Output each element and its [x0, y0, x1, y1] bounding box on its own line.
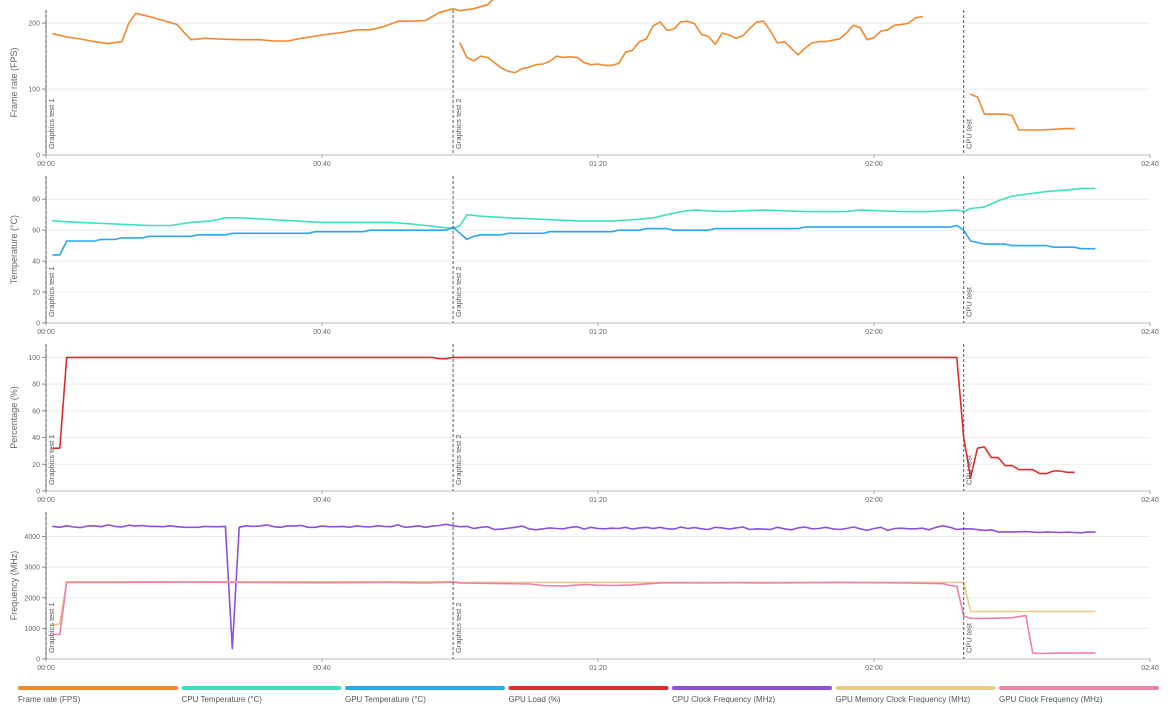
marker-label-cpu-test: CPU test — [965, 622, 974, 653]
x-tick-label: 00:00 — [37, 161, 55, 168]
marker-label-graphics-test-2: Graphics test 2 — [454, 603, 463, 653]
marker-label-graphics-test-2: Graphics test 2 — [454, 435, 463, 485]
y-tick-label: 80 — [32, 197, 40, 204]
y-tick-label: 2000 — [24, 595, 40, 602]
legend-label-gpu-temperature-c: GPU Temperature (°C) — [345, 695, 426, 704]
panel-temperature-c: 0 20 40 60 80 00:00 00:40 01:20 02:00 02:40 Temper… — [9, 176, 1159, 336]
marker-label-graphics-test-1: Graphics test 1 — [47, 603, 56, 653]
x-tick-label: 02:00 — [865, 665, 883, 672]
x-tick-label: 01:20 — [589, 329, 607, 336]
x-tick-label: 00:40 — [313, 497, 331, 504]
y-tick-label: 0 — [36, 657, 40, 664]
marker-label-cpu-test: CPU test — [965, 118, 974, 149]
y-tick-label: 60 — [32, 408, 40, 415]
marker-label-graphics-test-1: Graphics test 1 — [47, 99, 56, 149]
y-tick-label: 100 — [28, 87, 40, 94]
series-line-gpu-memory-clock-frequency-mhz — [52, 580, 1096, 627]
y-tick-label: 40 — [32, 435, 40, 442]
x-tick-label: 02:00 — [865, 161, 883, 168]
x-tick-label: 00:40 — [313, 665, 331, 672]
marker-label-graphics-test-2: Graphics test 2 — [454, 99, 463, 149]
y-tick-label: 40 — [32, 259, 40, 266]
legend-label-gpu-load: GPU Load (%) — [509, 695, 561, 704]
y-tick-label: 3000 — [24, 565, 40, 572]
y-axis-title: Temperature (°C) — [9, 215, 19, 284]
legend-swatch-gpu-temperature-c — [345, 686, 505, 690]
marker-label-cpu-test: CPU test — [965, 454, 974, 485]
y-tick-label: 0 — [36, 489, 40, 496]
marker-label-cpu-test: CPU test — [965, 286, 974, 317]
series-line-cpu-clock-frequency-mhz — [52, 523, 1096, 650]
x-tick-label: 00:00 — [37, 329, 55, 336]
y-tick-label: 0 — [36, 321, 40, 328]
x-tick-label: 02:40 — [1141, 161, 1159, 168]
y-tick-label: 60 — [32, 228, 40, 235]
y-axis-title: Percentage (%) — [9, 386, 19, 449]
marker-label-graphics-test-2: Graphics test 2 — [454, 267, 463, 317]
y-tick-label: 200 — [28, 21, 40, 28]
legend-label-gpu-clock-frequency-mhz: GPU Clock Frequency (MHz) — [999, 695, 1103, 704]
legend: Frame rate (FPS) CPU Temperature (°C) GPU … — [18, 686, 1159, 704]
legend-swatch-cpu-temperature-c — [181, 686, 342, 690]
y-tick-label: 0 — [36, 153, 40, 160]
x-tick-label: 01:20 — [589, 497, 607, 504]
marker-label-graphics-test-1: Graphics test 1 — [47, 267, 56, 317]
panel-frame-rate-fps: 0 100 200 00:00 00:40 01:20 02:00 02:40 Frame ra… — [9, 0, 1159, 168]
x-tick-label: 02:40 — [1141, 497, 1159, 504]
legend-swatch-frame-rate-fps — [18, 686, 178, 690]
y-tick-label: 80 — [32, 382, 40, 389]
x-tick-label: 02:40 — [1141, 329, 1159, 336]
series-line-frame-rate-fps — [52, 0, 494, 45]
y-tick-label: 20 — [32, 462, 40, 469]
series-line-frame-rate-fps — [459, 15, 924, 74]
legend-label-frame-rate-fps: Frame rate (FPS) — [18, 695, 81, 704]
legend-swatch-gpu-memory-clock-frequency-mhz — [835, 686, 996, 690]
y-axis-title: Frame rate (FPS) — [9, 47, 19, 117]
legend-label-cpu-clock-frequency-mhz: CPU Clock Frequency (MHz) — [672, 695, 775, 704]
y-tick-label: 100 — [28, 355, 40, 362]
panel-percentage: 0 20 40 60 80 100 00:00 00:40 01:20 02:00 02:40 Per… — [9, 344, 1159, 504]
x-tick-label: 02:00 — [865, 497, 883, 504]
x-tick-label: 02:40 — [1141, 665, 1159, 672]
x-tick-label: 00:00 — [37, 665, 55, 672]
y-tick-label: 4000 — [24, 534, 40, 541]
x-tick-label: 00:40 — [313, 329, 331, 336]
y-tick-label: 20 — [32, 290, 40, 297]
panel-frequency-mhz: 0 1000 2000 3000 4000 00:00 00:40 01:20 02:00 02:… — [9, 512, 1159, 672]
series-line-gpu-load — [52, 356, 1075, 479]
x-tick-label: 00:00 — [37, 497, 55, 504]
series-line-gpu-clock-frequency-mhz — [52, 581, 1096, 655]
legend-swatch-gpu-load — [508, 686, 669, 690]
series-line-gpu-temperature-c — [52, 224, 1096, 256]
legend-label-cpu-temperature-c: CPU Temperature (°C) — [182, 695, 263, 704]
x-tick-label: 02:00 — [865, 329, 883, 336]
x-tick-label: 01:20 — [589, 161, 607, 168]
series-line-frame-rate-fps — [969, 93, 1075, 131]
legend-swatch-gpu-clock-frequency-mhz — [999, 686, 1159, 690]
legend-label-gpu-memory-clock-frequency-mhz: GPU Memory Clock Frequency (MHz) — [836, 695, 971, 704]
x-tick-label: 00:40 — [313, 161, 331, 168]
legend-swatch-cpu-clock-frequency-mhz — [672, 686, 832, 690]
x-tick-label: 01:20 — [589, 665, 607, 672]
series-line-cpu-temperature-c — [52, 187, 1096, 230]
y-tick-label: 1000 — [24, 626, 40, 633]
marker-label-graphics-test-1: Graphics test 1 — [47, 435, 56, 485]
y-axis-title: Frequency (MHz) — [9, 551, 19, 621]
